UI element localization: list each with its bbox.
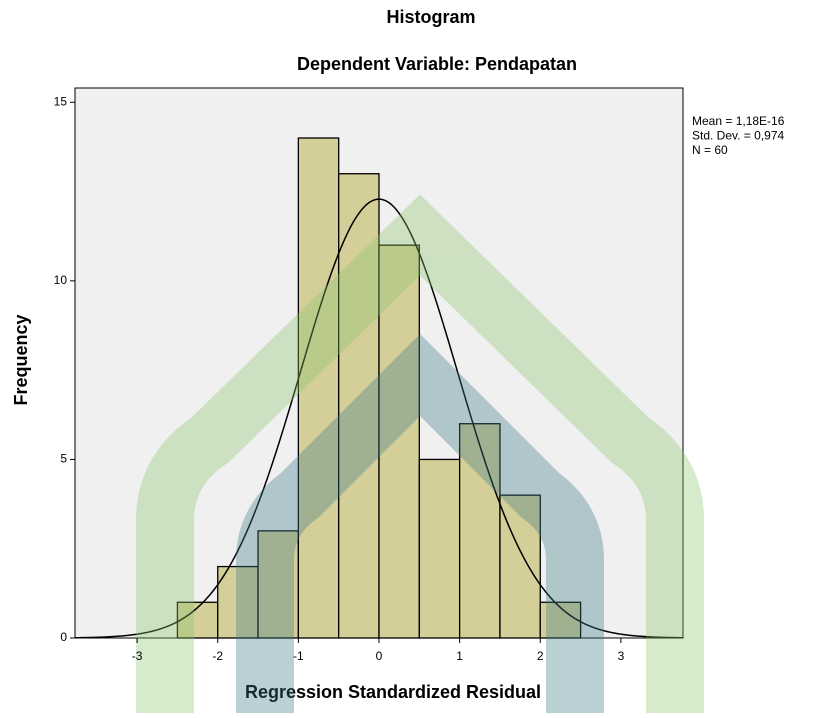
bar [419, 459, 459, 638]
y-tick-label: 0 [60, 630, 67, 644]
y-tick-label: 15 [54, 94, 68, 108]
stats-text: Std. Dev. = 0,974 [692, 129, 784, 143]
x-tick-label: -2 [212, 649, 223, 663]
y-tick-label: 10 [54, 273, 68, 287]
stats-text: Mean = 1,18E-16 [692, 114, 785, 128]
x-tick-label: 2 [537, 649, 544, 663]
x-tick-label: 3 [618, 649, 625, 663]
chart: Histogram Dependent Variable: Pendapatan… [0, 0, 819, 713]
y-tick-label: 5 [60, 452, 67, 466]
stats-text: N = 60 [692, 143, 728, 157]
x-tick-label: -1 [293, 649, 304, 663]
x-tick-label: -3 [132, 649, 143, 663]
y-axis-label: Frequency [11, 314, 31, 405]
chart-title: Histogram [386, 7, 475, 27]
chart-subtitle: Dependent Variable: Pendapatan [297, 54, 577, 74]
x-tick-label: 0 [376, 649, 383, 663]
x-tick-label: 1 [456, 649, 463, 663]
